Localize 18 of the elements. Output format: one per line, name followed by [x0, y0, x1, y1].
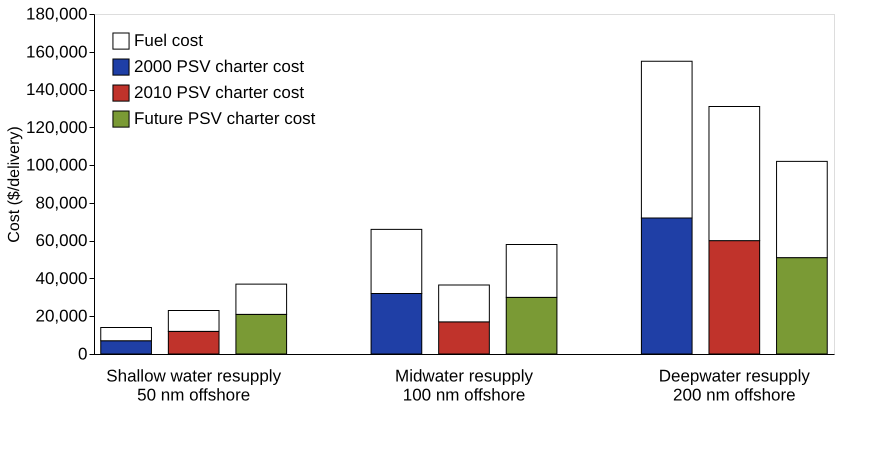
y-tick-label: 0	[78, 344, 88, 364]
y-tick-label: 140,000	[26, 80, 88, 100]
y-axis-title: Cost ($/delivery)	[6, 126, 24, 243]
y-tick-label: 160,000	[26, 42, 88, 62]
y-tick-label: 100,000	[26, 156, 88, 175]
y-tick-label: 180,000	[26, 4, 88, 24]
legend-label: Future PSV charter cost	[134, 109, 316, 128]
x-tick-label: Deepwater resupply 200 nm offshore	[658, 366, 810, 404]
y-tick-label: 40,000	[36, 268, 88, 288]
y-tick-label: 20,000	[36, 306, 88, 326]
legend-label: 2000 PSV charter cost	[134, 57, 304, 76]
y-tick-label: 120,000	[26, 118, 88, 137]
x-tick-label: Shallow water resupply 50 nm offshore	[106, 366, 282, 404]
legend-label: 2010 PSV charter cost	[134, 83, 304, 102]
x-tick-label: Midwater resupply 100 nm offshore	[395, 366, 534, 404]
y-tick-label: 60,000	[36, 231, 88, 250]
y-tick-label: 80,000	[36, 193, 88, 212]
legend-label: Fuel cost	[134, 31, 204, 50]
